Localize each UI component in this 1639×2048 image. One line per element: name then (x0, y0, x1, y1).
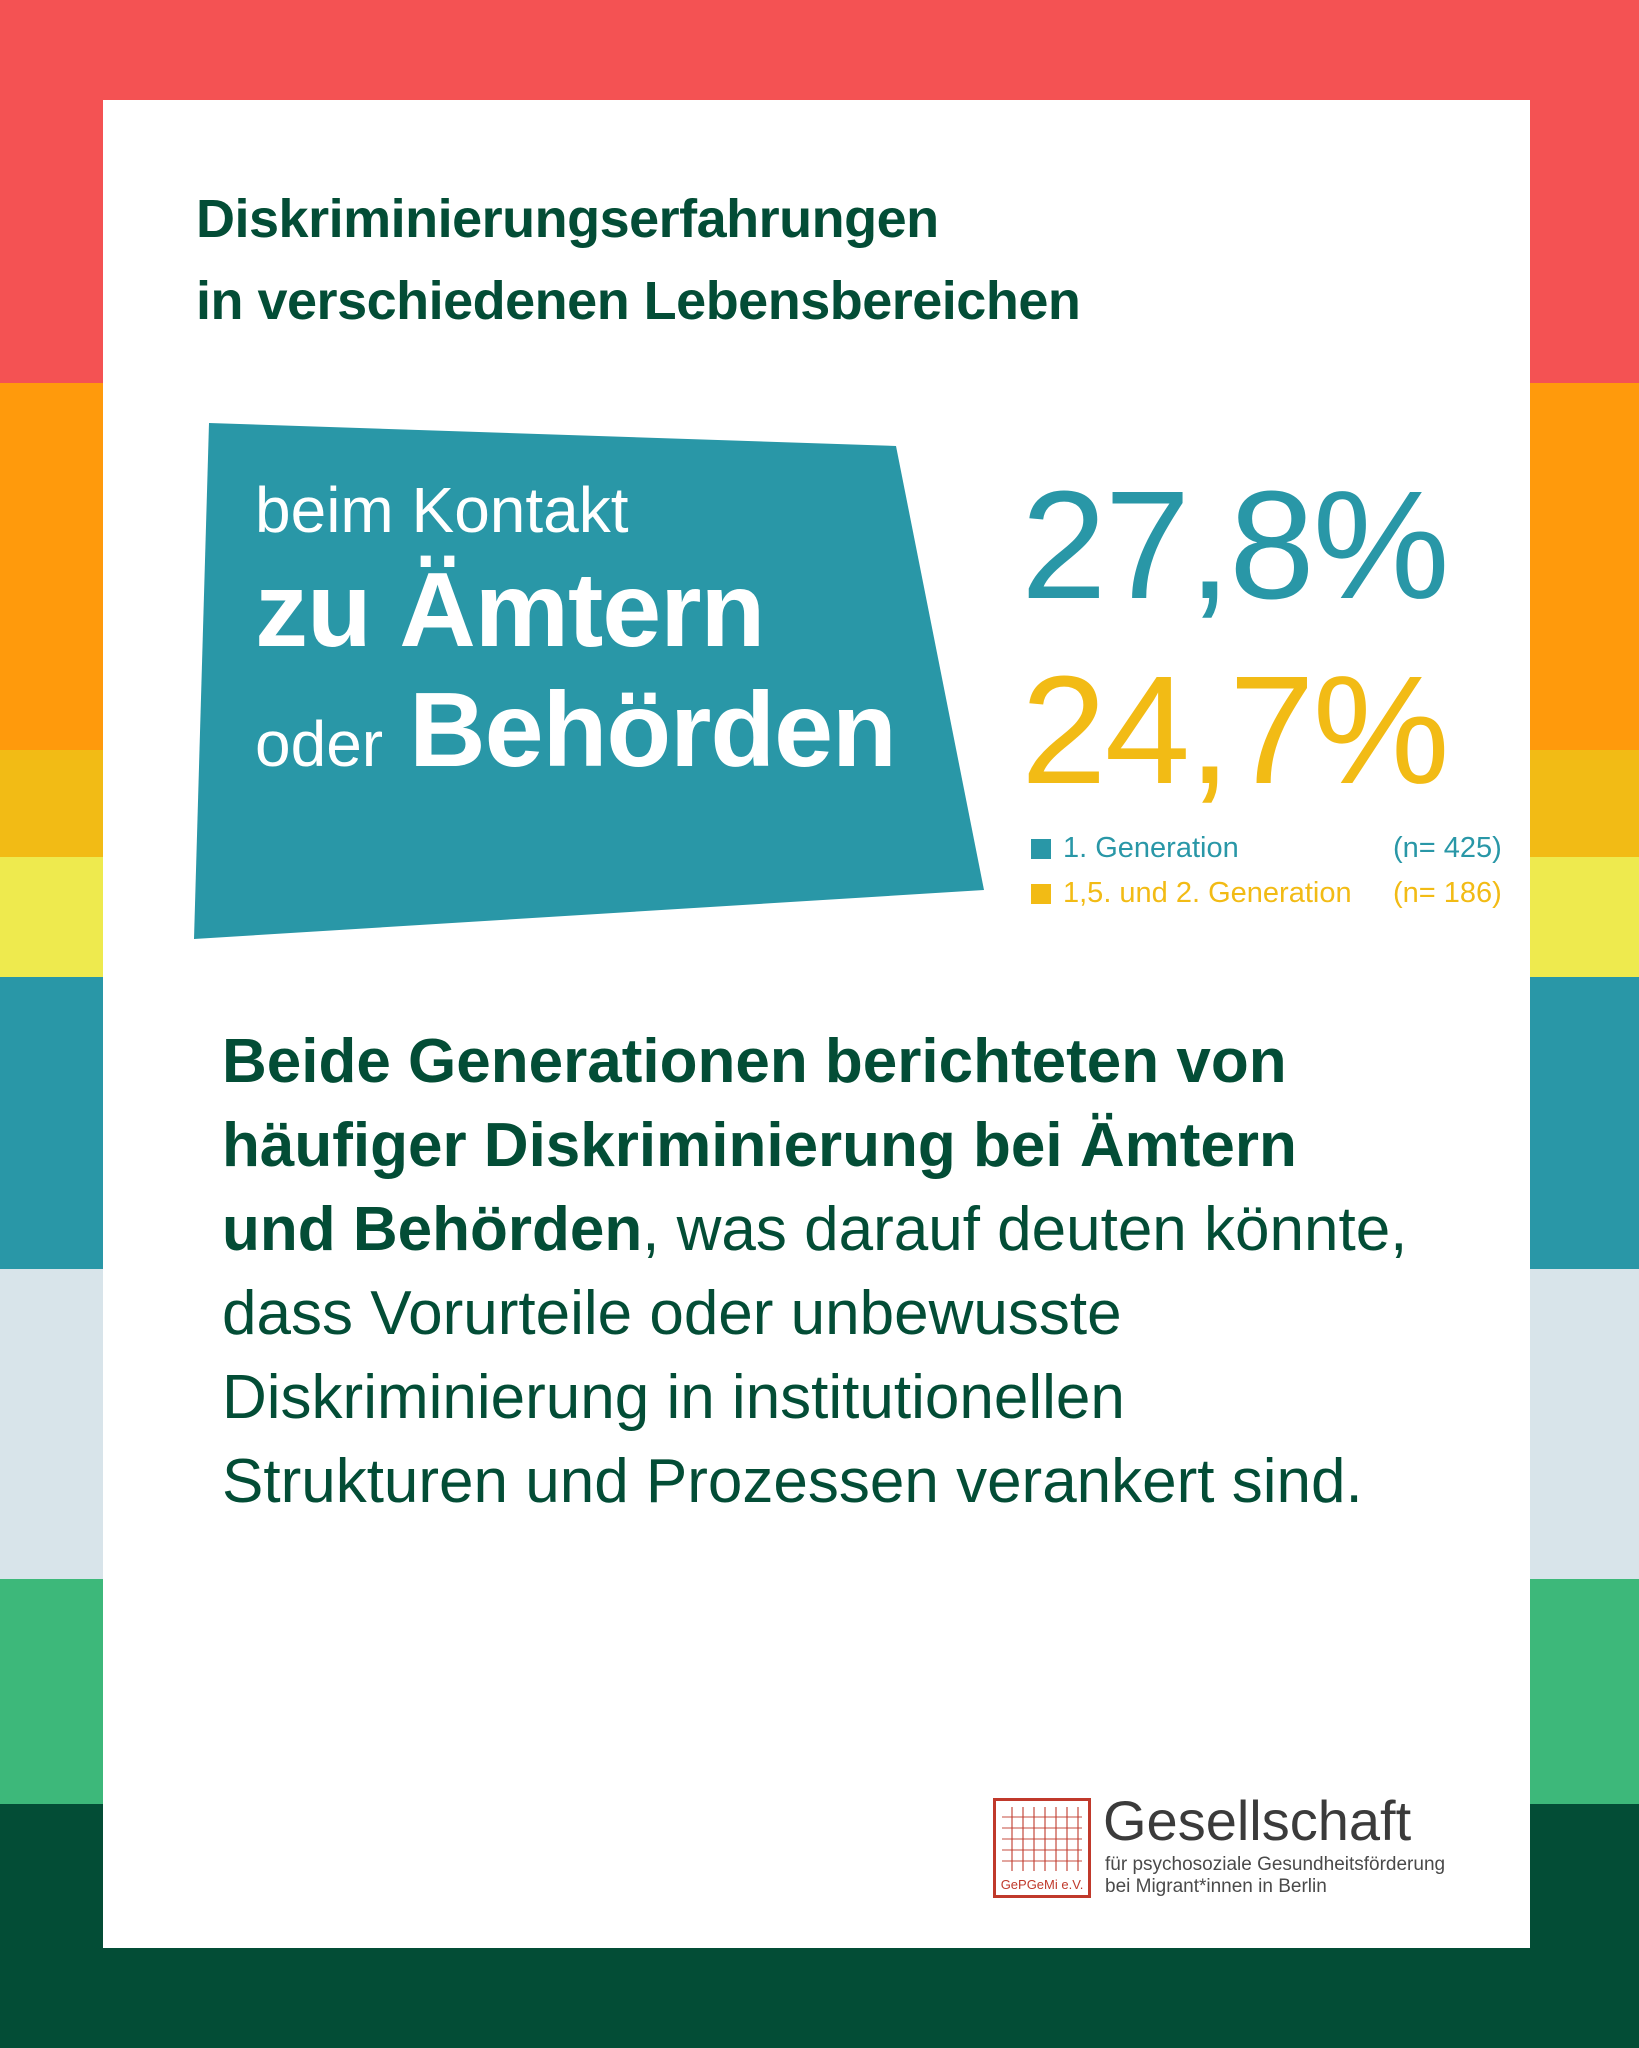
logo-subtitle-line-2: bei Migrant*innen in Berlin (1105, 1876, 1327, 1897)
banner-shape (194, 423, 984, 939)
legend-n-later-generation: (n= 186) (1393, 877, 1502, 909)
page-title: Diskriminierungserfahrungen in verschied… (196, 178, 1081, 342)
banner-line-3-small: oder (255, 708, 384, 780)
legend-item-later-generation: 1,5. und 2. Generation (1031, 871, 1352, 915)
body-regular-text: , was darauf deuten könnte, dass Vorurte… (222, 1195, 1408, 1516)
organization-logo: GePGeMi e.V. Gesellschaft für psychosozi… (993, 1790, 1493, 1906)
logo-subtitle-line-1: für psychosoziale Gesundheitsförderung (1105, 1854, 1446, 1875)
legend-n-first-generation: (n= 425) (1393, 832, 1502, 864)
logo-subtitle: für psychosoziale Gesundheitsförderung b… (1105, 1854, 1445, 1898)
logo-name: Gesellschaft (1103, 1789, 1412, 1852)
banner-line-3-big: Behörden (409, 671, 897, 789)
content-card: Diskriminierungserfahrungen in verschied… (103, 100, 1530, 1948)
legend-swatch-teal (1031, 839, 1051, 860)
legend-label: 1,5. und 2. Generation (1063, 877, 1352, 909)
banner-line-1: beim Kontakt (255, 474, 629, 546)
legend-label: 1. Generation (1063, 832, 1239, 864)
banner-text: beim Kontakt zu Ämtern oder Behörden (255, 470, 897, 790)
banner-line-2: zu Ämtern (255, 551, 765, 669)
banner-line-3: oder Behörden (255, 670, 897, 790)
banner-polygon (194, 423, 984, 939)
seal-pattern (1002, 1807, 1082, 1871)
legend-swatch-gold (1031, 884, 1051, 905)
stat-first-generation: 27,8% (1021, 459, 1450, 631)
body-bold-text: Beide Generationen berichteten von häufi… (222, 1027, 1297, 1264)
seal-label: GePGeMi e.V. (1000, 1877, 1084, 1892)
stat-later-generation: 24,7% (1021, 644, 1450, 816)
legend-item-first-generation: 1. Generation (1031, 826, 1239, 870)
title-line-2: in verschiedenen Lebensbereichen (196, 271, 1081, 331)
seal-icon: GePGeMi e.V. (993, 1798, 1091, 1898)
body-paragraph: Beide Generationen berichteten von häufi… (222, 1020, 1422, 1524)
title-line-1: Diskriminierungserfahrungen (196, 189, 939, 249)
